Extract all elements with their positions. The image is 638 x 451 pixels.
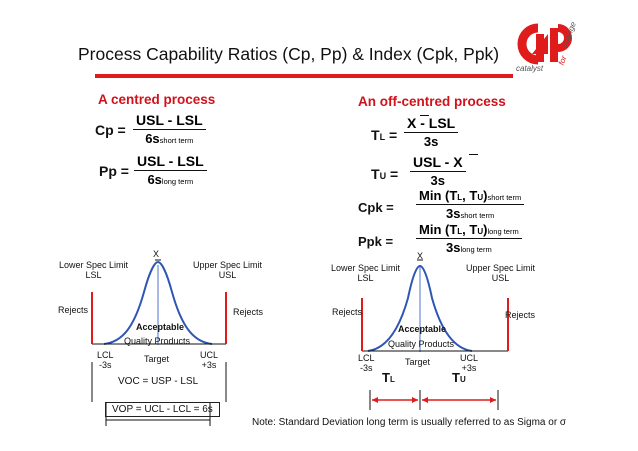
centred-header: A centred process xyxy=(98,92,216,107)
cpk-label: Cpk = xyxy=(358,200,394,215)
right-rejects-right: Rejects xyxy=(505,310,536,320)
off-centred-distribution-diagram xyxy=(361,259,509,410)
right-usl-label: Upper Spec Limit USL xyxy=(466,263,536,283)
right-quality-products: Quality Products xyxy=(388,339,455,349)
logo: catalyst for change xyxy=(512,20,584,80)
cp-label: Cp = xyxy=(95,122,126,138)
right-lcl: LCL -3s xyxy=(358,353,375,373)
left-ucl: UCL +3s xyxy=(200,350,219,370)
right-normal-curve xyxy=(367,264,473,352)
left-usl-label: Upper Spec Limit USL xyxy=(193,260,263,280)
pp-denominator-sub: long term xyxy=(161,177,194,186)
tu-xbar-bar xyxy=(469,154,478,155)
left-rejects-right: Rejects xyxy=(233,307,264,317)
tl-fraction: X - LSL 3s xyxy=(404,115,459,149)
tu-fraction: USL - X 3s xyxy=(410,154,466,188)
cp-denominator: 6s xyxy=(145,131,160,146)
tu-denominator: 3s xyxy=(430,173,445,188)
right-rejects-left: Rejects xyxy=(332,307,363,317)
left-rejects-left: Rejects xyxy=(58,305,89,315)
pp-fraction: USL - LSL 6slong term xyxy=(134,153,207,187)
tl-denominator: 3s xyxy=(423,134,439,149)
pp-denominator: 6s xyxy=(147,172,162,187)
voc-label: VOC = USP - LSL xyxy=(118,376,199,387)
normal-curve xyxy=(103,260,213,345)
title-underline xyxy=(95,74,513,78)
tl-marker: TL xyxy=(382,370,395,385)
tu-numerator: USL - X xyxy=(410,154,466,172)
ppk-label: Ppk = xyxy=(358,234,394,249)
tl-xbar-bar xyxy=(420,115,429,116)
logo-catalyst: catalyst xyxy=(516,64,544,73)
right-target: Target xyxy=(405,357,431,367)
tu-label: TU = xyxy=(371,166,399,182)
left-lcl: LCL -3s xyxy=(97,350,114,370)
pp-numerator: USL - LSL xyxy=(134,153,207,171)
cpk-fraction: Min (TL, TU)short term 3sshort term xyxy=(416,188,525,221)
right-ucl: UCL +3s xyxy=(460,353,479,373)
right-xbar: X xyxy=(417,251,424,261)
cp-fraction: USL - LSL 6sshort term xyxy=(133,112,206,146)
tu-marker: TU xyxy=(452,370,466,385)
left-lsl-label: Lower Spec Limit LSL xyxy=(59,260,129,280)
left-xbar: X xyxy=(153,249,160,259)
centred-distribution-diagram xyxy=(91,259,227,426)
page-title: Process Capability Ratios (Cp, Pp) & Ind… xyxy=(78,44,500,64)
left-target: Target xyxy=(144,354,170,364)
cp-denominator-sub: short term xyxy=(159,136,194,145)
off-centred-header: An off-centred process xyxy=(358,94,506,109)
tl-label: TL = xyxy=(371,127,398,143)
left-quality-products: Quality Products xyxy=(124,336,191,346)
right-acceptable: Acceptable xyxy=(398,324,447,334)
cp-numerator: USL - LSL xyxy=(133,112,206,130)
left-acceptable: Acceptable xyxy=(136,322,185,332)
pp-label: Pp = xyxy=(99,163,129,179)
right-lsl-label: Lower Spec Limit LSL xyxy=(331,263,401,283)
footnote: Note: Standard Deviation long term is us… xyxy=(252,417,567,428)
tl-numerator: X - LSL xyxy=(404,115,459,133)
vop-label: VOP = UCL - LCL = 6s xyxy=(105,402,220,417)
ppk-fraction: Min (TL, TU)long term 3slong term xyxy=(416,222,522,255)
